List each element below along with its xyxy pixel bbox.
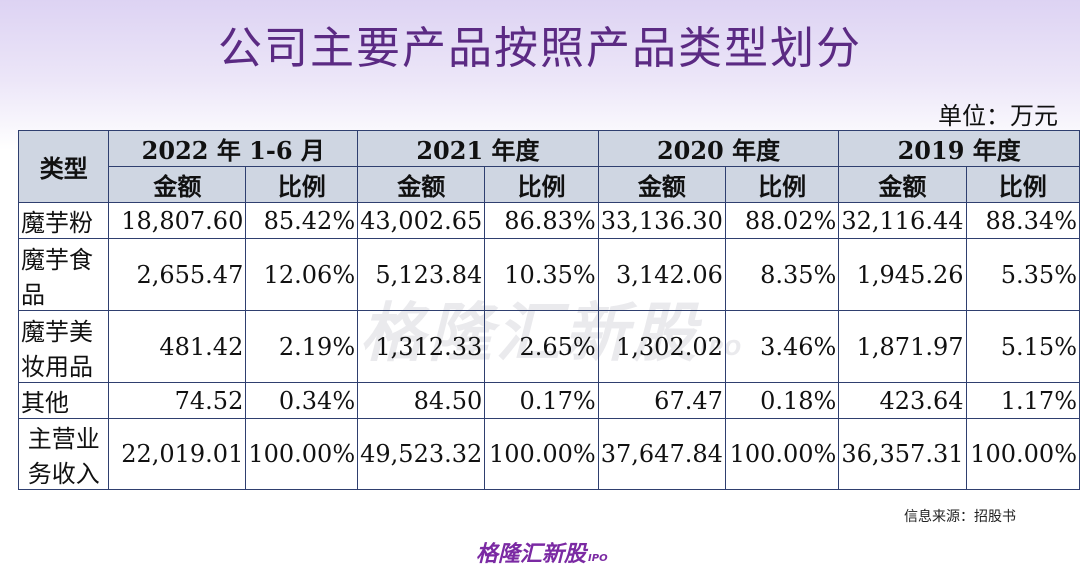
cell-amount: 32,116.44 <box>838 202 967 239</box>
cell-ratio: 100.00% <box>965 418 1080 490</box>
subheader-ratio: 比例 <box>965 166 1080 203</box>
cell-ratio: 86.83% <box>484 202 599 239</box>
subheader-ratio: 比例 <box>245 166 359 203</box>
row-label: 其他 <box>17 382 110 419</box>
row-label-line: 主营业 <box>27 425 100 453</box>
subheader-ratio: 比例 <box>484 166 599 203</box>
row-label: 主营业 务收入 <box>17 418 110 490</box>
cell-amount: 74.52 <box>108 382 247 419</box>
cell-amount: 43,002.65 <box>357 202 486 239</box>
cell-amount: 18,807.60 <box>108 202 247 239</box>
cell-amount: 3,142.06 <box>597 238 726 311</box>
cell-ratio: 100.00% <box>484 418 599 490</box>
cell-ratio: 1.17% <box>965 382 1080 419</box>
row-label-line: 品 <box>21 280 45 309</box>
header-period-2020: 2020 年度 <box>597 130 840 167</box>
subheader-amount: 金额 <box>838 166 967 203</box>
row-label: 魔芋食品 <box>17 238 110 311</box>
cell-amount: 84.50 <box>357 382 486 419</box>
cell-ratio: 0.18% <box>724 382 840 419</box>
cell-ratio: 88.02% <box>724 202 840 239</box>
source-note: 信息来源：招股书 <box>904 509 1016 525</box>
cell-amount: 33,136.30 <box>597 202 726 239</box>
cell-ratio: 3.46% <box>724 310 840 383</box>
product-revenue-table: 类型 2022 年 1-6 月 2021 年度 2020 年度 2019 年度 … <box>17 130 1080 490</box>
cell-ratio: 0.17% <box>484 382 599 419</box>
cell-amount: 1,312.33 <box>357 310 486 383</box>
cell-ratio: 88.34% <box>965 202 1080 239</box>
brand-logo-suffix: IPO <box>588 553 608 564</box>
subheader-amount: 金额 <box>597 166 726 203</box>
cell-ratio-text: 100.00% <box>248 440 356 468</box>
unit-label: 单位：万元 <box>938 102 1058 130</box>
cell-ratio: 8.35% <box>724 238 840 311</box>
table-row: 魔芋粉 18,807.60 85.42% 43,002.65 86.83% 33… <box>17 202 1080 239</box>
cell-ratio: 2.19% <box>245 310 359 383</box>
row-label: 魔芋美 妆用品 <box>17 310 110 383</box>
row-label-line: 魔芋美 <box>21 317 93 346</box>
subheader-amount: 金额 <box>357 166 486 203</box>
row-label-line: 妆用品 <box>21 352 93 381</box>
header-period-2022h1: 2022 年 1-6 月 <box>108 130 359 167</box>
cell-amount: 1,871.97 <box>838 310 967 383</box>
cell-ratio: 5.15% <box>965 310 1080 383</box>
page-title: 公司主要产品按照产品类型划分 <box>218 23 862 74</box>
cell-ratio: 5.35% <box>965 238 1080 311</box>
cell-amount: 1,302.02 <box>597 310 726 383</box>
table-row: 其他 74.52 0.34% 84.50 0.17% 67.47 0.18% 4… <box>17 382 1080 419</box>
cell-ratio: 2.65% <box>484 310 599 383</box>
row-label-line: 魔芋食 <box>21 245 93 274</box>
cell-amount: 5,123.84 <box>357 238 486 311</box>
cell-amount: 481.42 <box>108 310 247 383</box>
cell-ratio: 12.06% <box>245 238 359 311</box>
cell-amount: 36,357.31 <box>838 418 967 490</box>
header-period-2021: 2021 年度 <box>357 130 599 167</box>
table-row: 主营业务收入 22,019.01 100.00% 49,523.32 100.0… <box>17 418 1080 490</box>
cell-ratio: 100.00% <box>724 418 840 490</box>
cell-ratio: 100.00% <box>245 418 359 490</box>
row-label-line: 务收入 <box>27 460 100 488</box>
row-label: 魔芋粉 <box>17 202 110 239</box>
cell-amount: 2,655.47 <box>108 238 247 311</box>
subheader-amount: 金额 <box>108 166 247 203</box>
cell-ratio: 10.35% <box>484 238 599 311</box>
cell-amount: 49,523.32 <box>357 418 486 490</box>
header-type: 类型 <box>17 130 110 203</box>
cell-amount: 67.47 <box>597 382 726 419</box>
table-row: 魔芋美妆用品 481.42 2.19% 1,312.33 2.65% 1,302… <box>17 310 1080 383</box>
header-period-2019: 2019 年度 <box>838 130 1080 167</box>
cell-amount: 22,019.01 <box>108 418 247 490</box>
brand-logo: 格隆汇新股 IPO <box>476 536 608 568</box>
cell-amount: 37,647.84 <box>597 418 726 490</box>
cell-amount: 1,945.26 <box>838 238 967 311</box>
subheader-ratio: 比例 <box>724 166 840 203</box>
brand-logo-text: 格隆汇新股 <box>476 542 587 567</box>
table-row: 魔芋食品 2,655.47 12.06% 5,123.84 10.35% 3,1… <box>17 238 1080 311</box>
cell-amount: 423.64 <box>838 382 967 419</box>
cell-ratio: 85.42% <box>245 202 359 239</box>
cell-ratio: 0.34% <box>245 382 359 419</box>
